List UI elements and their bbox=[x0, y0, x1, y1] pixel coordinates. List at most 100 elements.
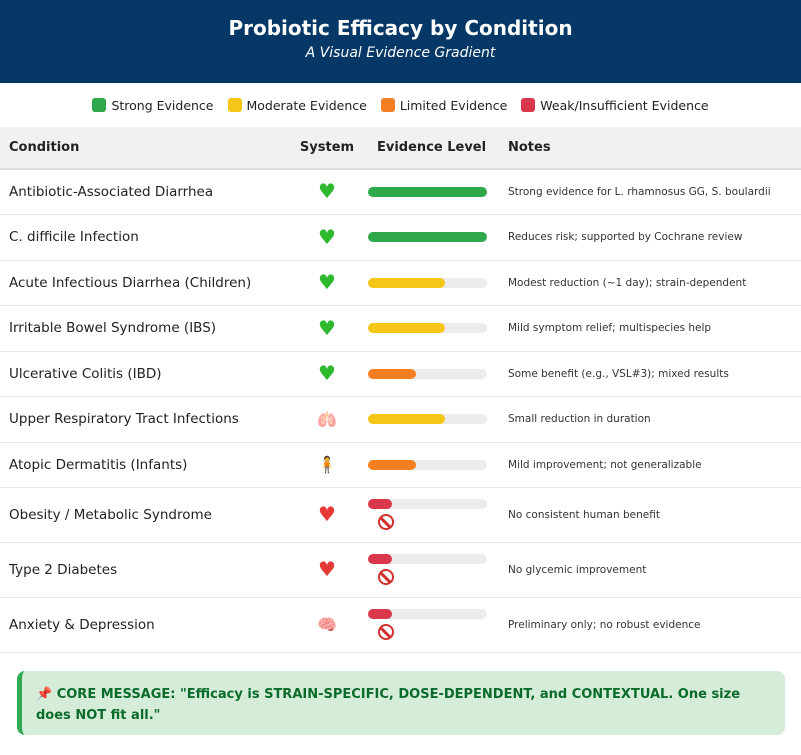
condition-cell: Acute Infectious Diarrhea (Children) bbox=[0, 260, 286, 306]
evidence-cell bbox=[368, 169, 508, 215]
evidence-bar-fill bbox=[368, 277, 446, 288]
condition-cell: C. difficile Infection bbox=[0, 214, 286, 261]
core-bold-3: NOT bbox=[75, 708, 107, 723]
core-prefix: CORE MESSAGE: "Efficacy is bbox=[56, 687, 265, 702]
green-heart-icon: ♥ bbox=[318, 270, 336, 294]
system-cell: 🧍 bbox=[286, 442, 368, 488]
table-row: Acute Infectious Diarrhea (Children) ♥ Mod… bbox=[0, 260, 801, 306]
notes-cell: Preliminary only; no robust evidence bbox=[508, 597, 801, 653]
evidence-bar-fill bbox=[368, 499, 392, 509]
evidence-bar bbox=[368, 186, 487, 197]
legend-label: Strong Evidence bbox=[111, 97, 214, 113]
page-subtitle: A Visual Evidence Gradient bbox=[305, 45, 496, 61]
evidence-cell bbox=[368, 396, 508, 443]
header: Probiotic Efficacy by Condition A Visual… bbox=[0, 0, 801, 83]
condition-cell: Type 2 Diabetes bbox=[0, 542, 286, 598]
table-body: Antibiotic-Associated Diarrhea ♥ Strong ev… bbox=[0, 169, 801, 653]
notes-cell: Mild symptom relief; multispecies help bbox=[508, 305, 801, 352]
legend-swatch bbox=[227, 98, 242, 112]
table-row: Irritable Bowel Syndrome (IBS) ♥ Mild symp… bbox=[0, 305, 801, 352]
evidence-bar-fill bbox=[368, 232, 487, 242]
column-header-notes: Notes bbox=[508, 127, 801, 170]
legend: Strong Evidence Moderate Evidence Limite… bbox=[0, 83, 801, 127]
table-row: Antibiotic-Associated Diarrhea ♥ Strong ev… bbox=[0, 169, 801, 215]
column-header-system: System bbox=[286, 127, 368, 170]
legend-label: Weak/Insufficient Evidence bbox=[540, 97, 709, 113]
no-entry-icon bbox=[378, 624, 394, 640]
evidence-cell bbox=[368, 214, 508, 261]
evidence-bar bbox=[368, 554, 487, 564]
evidence-bar bbox=[368, 368, 487, 379]
evidence-cell bbox=[368, 442, 508, 488]
evidence-bar bbox=[368, 499, 487, 509]
table-row: Anxiety & Depression 🧠 Preliminary only; n… bbox=[0, 597, 801, 653]
notes-cell: Reduces risk; supported by Cochrane revi… bbox=[508, 214, 801, 261]
table-row: C. difficile Infection ♥ Reduces risk; sup… bbox=[0, 214, 801, 261]
evidence-cell bbox=[368, 260, 508, 306]
system-cell: 🧠 bbox=[286, 597, 368, 653]
notes-cell: Small reduction in duration bbox=[508, 396, 801, 443]
evidence-bar-fill bbox=[368, 323, 446, 333]
core-bold-1: STRAIN-SPECIFIC, DOSE-DEPENDENT, bbox=[264, 687, 536, 702]
core-mid2: . One size does bbox=[36, 687, 741, 723]
no-entry-icon bbox=[378, 514, 394, 530]
evidence-bar-fill bbox=[368, 554, 392, 564]
legend-item-moderate: Moderate Evidence bbox=[227, 98, 367, 113]
table-row: Obesity / Metabolic Syndrome ♥ No consiste… bbox=[0, 487, 801, 543]
notes-cell: Mild improvement; not generalizable bbox=[508, 442, 801, 488]
notes-cell: Modest reduction (~1 day); strain-depend… bbox=[508, 260, 801, 306]
legend-swatch bbox=[380, 98, 395, 112]
person-icon: 🧍 bbox=[317, 455, 337, 474]
evidence-bar-fill bbox=[368, 368, 416, 379]
green-heart-icon: ♥ bbox=[318, 179, 336, 204]
table-row: Upper Respiratory Tract Infections 🫁 Small… bbox=[0, 396, 801, 443]
legend-item-strong: Strong Evidence bbox=[92, 97, 214, 113]
page-title: Probiotic Efficacy by Condition bbox=[228, 16, 573, 40]
evidence-bar bbox=[368, 609, 487, 619]
legend-item-limited: Limited Evidence bbox=[380, 97, 508, 113]
evidence-bar bbox=[368, 414, 487, 424]
condition-cell: Ulcerative Colitis (IBD) bbox=[0, 351, 286, 397]
evidence-cell bbox=[368, 597, 508, 653]
column-header-evidence: Evidence Level bbox=[368, 127, 508, 170]
condition-cell: Irritable Bowel Syndrome (IBS) bbox=[0, 305, 286, 352]
legend-swatch bbox=[92, 98, 107, 112]
condition-cell: Anxiety & Depression bbox=[0, 597, 286, 653]
core-mid: and bbox=[535, 687, 572, 702]
no-entry-icon bbox=[378, 569, 394, 585]
legend-item-weak: Weak/Insufficient Evidence bbox=[521, 97, 709, 113]
lungs-icon: 🫁 bbox=[317, 409, 337, 429]
table-header-row: Condition System Evidence Level Notes bbox=[0, 127, 801, 170]
system-cell: ♥ bbox=[286, 542, 368, 598]
condition-cell: Obesity / Metabolic Syndrome bbox=[0, 487, 286, 543]
pin-icon: 📌 bbox=[36, 687, 53, 702]
core-suffix: fit all." bbox=[106, 708, 161, 723]
system-cell: ♥ bbox=[286, 260, 368, 306]
column-header-condition: Condition bbox=[0, 127, 286, 170]
evidence-cell bbox=[368, 351, 508, 397]
table-row: Ulcerative Colitis (IBD) ♥ Some benefit (e… bbox=[0, 351, 801, 397]
evidence-bar bbox=[368, 232, 487, 242]
core-bold-2: CONTEXTUAL bbox=[571, 687, 669, 702]
green-heart-icon: ♥ bbox=[318, 224, 336, 249]
evidence-cell bbox=[368, 542, 508, 598]
evidence-bar bbox=[368, 323, 487, 333]
table-row: Atopic Dermatitis (Infants) 🧍 Mild improve… bbox=[0, 442, 801, 488]
notes-cell: Some benefit (e.g., VSL#3); mixed result… bbox=[508, 351, 801, 397]
legend-swatch bbox=[521, 98, 536, 112]
legend-label: Limited Evidence bbox=[399, 97, 508, 113]
brain-icon: 🧠 bbox=[317, 615, 337, 634]
evidence-bar-fill bbox=[368, 459, 416, 470]
system-cell: ♥ bbox=[286, 214, 368, 261]
evidence-table: Condition System Evidence Level Notes An… bbox=[0, 127, 801, 653]
green-heart-icon: ♥ bbox=[318, 361, 336, 385]
notes-cell: Strong evidence for L. rhamnosus GG, S. … bbox=[508, 169, 801, 215]
system-cell: ♥ bbox=[286, 305, 368, 352]
evidence-bar-fill bbox=[368, 609, 392, 619]
condition-cell: Antibiotic-Associated Diarrhea bbox=[0, 169, 286, 215]
evidence-bar-fill bbox=[368, 186, 487, 197]
condition-cell: Atopic Dermatitis (Infants) bbox=[0, 442, 286, 488]
system-cell: 🫁 bbox=[286, 396, 368, 443]
evidence-bar-fill bbox=[368, 414, 446, 424]
notes-cell: No consistent human benefit bbox=[508, 487, 801, 543]
